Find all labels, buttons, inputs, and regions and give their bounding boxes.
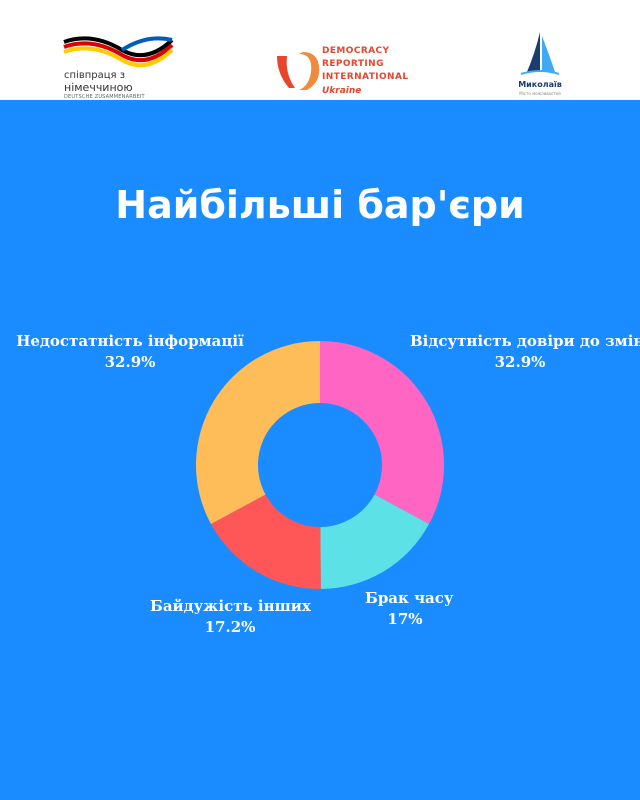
sail-icon — [520, 32, 560, 75]
dri-mark-icon — [277, 52, 320, 90]
german-flag-ribbon-icon — [63, 36, 174, 68]
mykolaiv-logo-text: Миколаїв — [518, 80, 562, 89]
logo-text-line2: німеччиною — [64, 81, 133, 94]
dri-logo-subtitle: Ukraine — [322, 86, 362, 96]
slice-category-label: Відсутність довіри до змін — [410, 332, 640, 350]
donut-slice-0 — [320, 341, 444, 525]
dri-line-1: DEMOCRACY — [322, 46, 390, 56]
slice-value-label: 17% — [387, 610, 423, 628]
slice-label-2: Байдужість інших 17.2% — [150, 596, 311, 638]
chart-title: Найбільші бар'єри — [115, 183, 525, 227]
dri-line-2: REPORTING — [322, 59, 384, 69]
slice-label-0: Відсутність довіри до змін 32.9% — [410, 331, 640, 373]
dri-logo-text: DEMOCRACY REPORTING INTERNATIONAL — [322, 45, 408, 84]
donut-slice-3 — [196, 341, 320, 525]
slice-category-label: Байдужість інших — [150, 597, 311, 615]
slice-label-3: Недостатність інформації 32.9% — [15, 331, 245, 373]
dri-logo: DEMOCRACY REPORTING INTERNATIONAL Ukrain… — [255, 28, 445, 98]
slice-category-label: Недостатність інформації — [16, 332, 244, 350]
slice-value-label: 17.2% — [204, 618, 256, 636]
logo-text-line3: DEUTSCHE ZUSAMMENARBEIT — [64, 94, 145, 100]
slice-category-label: Брак часу — [365, 589, 454, 607]
slice-value-label: 32.9% — [104, 353, 156, 371]
donut-slice-1 — [320, 494, 430, 589]
donut-slice-2 — [210, 494, 321, 589]
slice-label-1: Брак часу 17% — [365, 588, 454, 630]
logo-header: співпраця з німеччиною DEUTSCHE ZUSAMMEN… — [0, 0, 640, 100]
slice-value-label: 32.9% — [494, 353, 546, 371]
german-cooperation-logo: співпраця з німеччиною DEUTSCHE ZUSAMMEN… — [62, 34, 182, 100]
mykolaiv-logo: Миколаїв Місто можливостей — [505, 28, 575, 98]
dri-line-3: INTERNATIONAL — [322, 72, 409, 82]
mykolaiv-logo-subtitle: Місто можливостей — [519, 91, 561, 96]
logo-text-line1: співпраця з — [64, 70, 126, 81]
